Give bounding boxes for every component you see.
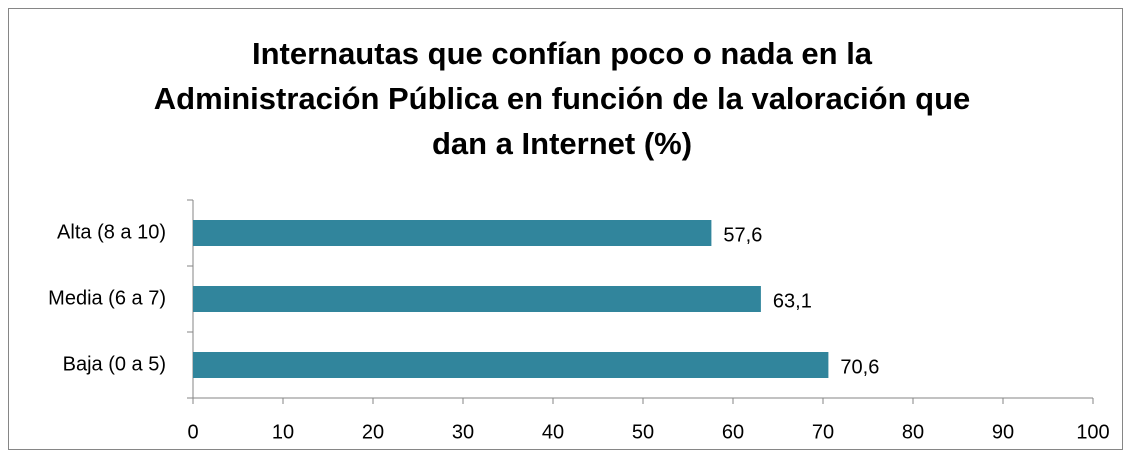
- value-label: 57,6: [723, 224, 762, 246]
- bar: [193, 286, 761, 312]
- chart-title: Administración Pública en función de la …: [154, 81, 971, 116]
- chart-title: Internautas que confían poco o nada en l…: [252, 36, 873, 71]
- value-label: 70,6: [840, 356, 879, 378]
- x-tick-label: 30: [452, 421, 474, 443]
- x-tick-label: 40: [542, 421, 564, 443]
- x-tick-label: 0: [187, 421, 198, 443]
- y-tick-label: Media (6 a 7): [48, 287, 166, 309]
- y-tick-label: Alta (8 a 10): [57, 221, 166, 243]
- x-tick-label: 10: [272, 421, 294, 443]
- x-tick-label: 80: [902, 421, 924, 443]
- bar: [193, 220, 712, 246]
- x-tick-label: 70: [812, 421, 834, 443]
- x-tick-label: 20: [362, 421, 384, 443]
- x-tick-label: 60: [722, 421, 744, 443]
- x-tick-label: 50: [632, 421, 654, 443]
- value-label: 63,1: [773, 290, 812, 312]
- x-tick-label: 100: [1076, 421, 1109, 443]
- chart-title: dan a Internet (%): [432, 126, 692, 161]
- x-tick-label: 90: [992, 421, 1014, 443]
- bar: [193, 352, 829, 378]
- y-tick-label: Baja (0 a 5): [63, 353, 166, 375]
